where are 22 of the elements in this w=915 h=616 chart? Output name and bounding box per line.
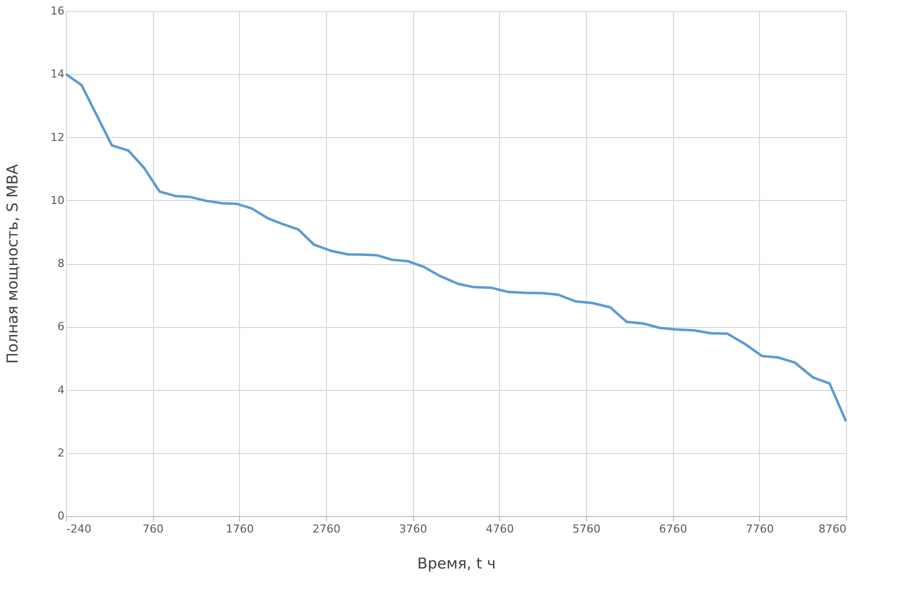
y-tick-label: 0 <box>58 510 64 522</box>
x-tick-label: -240 <box>66 522 92 536</box>
x-tick-label: 2760 <box>312 522 340 536</box>
x-axis-title: Время, t ч <box>417 554 496 572</box>
x-tick-label: 5760 <box>572 522 600 536</box>
y-tick-label: 8 <box>58 257 64 270</box>
x-tick-label: 1760 <box>226 522 254 536</box>
y-tick-label: 4 <box>58 383 64 396</box>
x-tick-label: 7760 <box>746 522 774 536</box>
x-tick-label: 6760 <box>659 522 688 536</box>
y-tick-label: 14 <box>50 68 64 81</box>
y-axis-title: Полная мощность, S MBA <box>4 163 22 364</box>
y-tick-label: 16 <box>50 4 64 18</box>
y-tick-label: 10 <box>50 194 64 207</box>
x-tick-label: 3760 <box>399 522 428 536</box>
x-tick-label: 8760 <box>818 522 846 536</box>
x-tick-label: 4760 <box>486 522 514 536</box>
y-tick-label: 2 <box>58 446 64 460</box>
line-series <box>64 72 848 423</box>
y-tick-label: 12 <box>50 130 64 144</box>
x-tick-label: 760 <box>142 522 164 536</box>
y-tick-label: 6 <box>58 320 64 334</box>
